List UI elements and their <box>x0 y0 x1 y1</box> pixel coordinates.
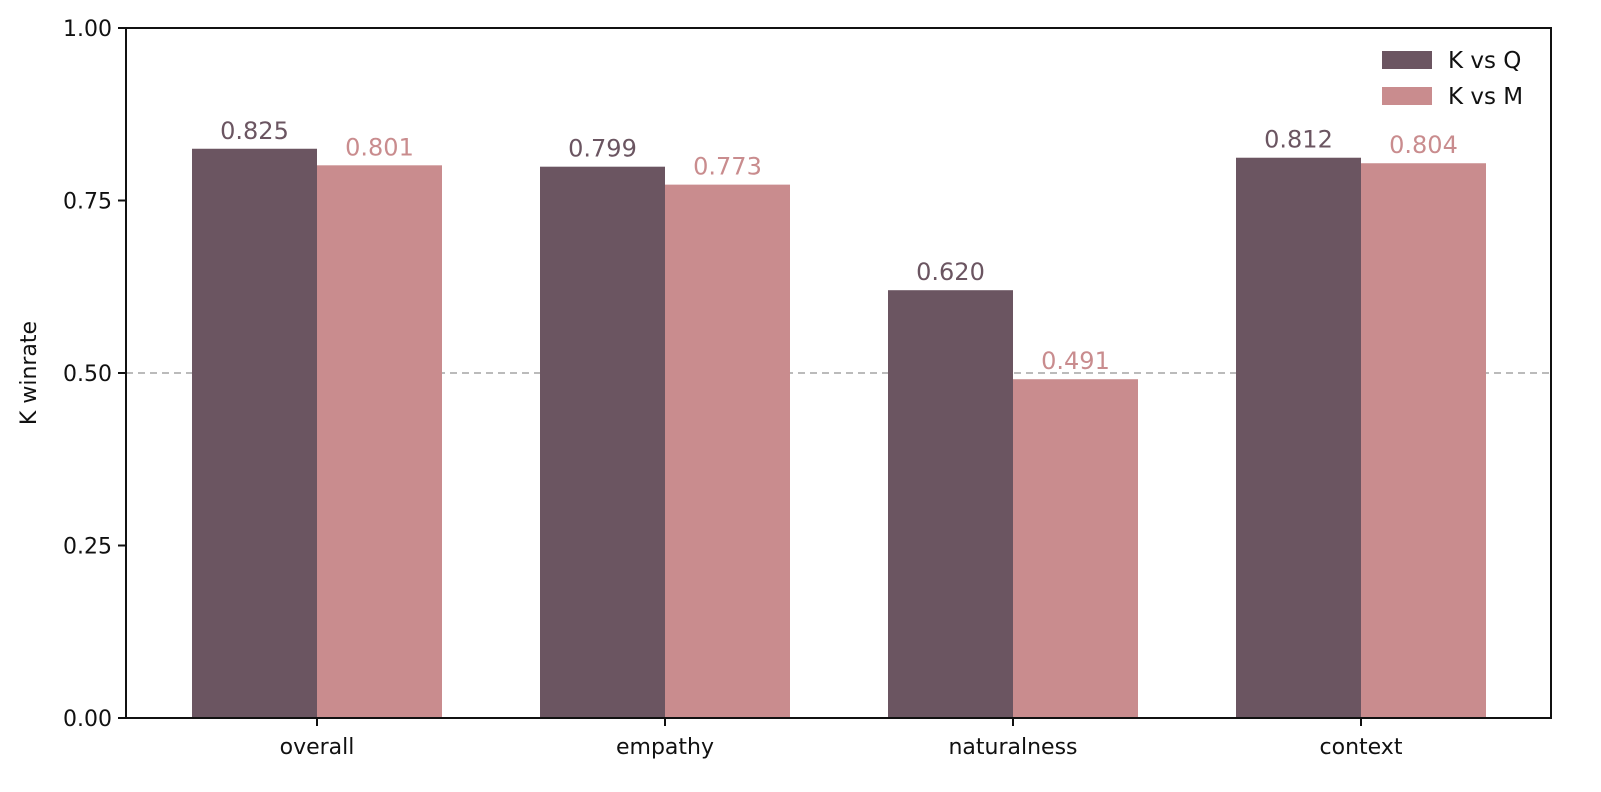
bar-value-label: 0.799 <box>568 135 637 163</box>
bar-value-label: 0.825 <box>220 117 289 145</box>
bar-empathy-series-1 <box>540 166 665 718</box>
x-tick-label: naturalness <box>948 735 1077 760</box>
bar-value-label: 0.773 <box>693 153 762 181</box>
x-tick-label: empathy <box>616 735 714 760</box>
y-tick-label: 0.75 <box>63 190 112 215</box>
bar-naturalness-series-2 <box>1013 379 1138 718</box>
legend-swatch <box>1382 51 1432 69</box>
y-axis-title: K winrate <box>17 321 42 425</box>
bar-value-label: 0.812 <box>1264 126 1333 154</box>
legend-swatch <box>1382 87 1432 105</box>
x-tick-label: overall <box>280 735 355 760</box>
bar-context-series-1 <box>1236 157 1361 719</box>
bar-naturalness-series-1 <box>888 290 1013 718</box>
y-tick-label: 1.00 <box>63 17 112 42</box>
bars <box>192 148 1486 719</box>
bar-value-label: 0.491 <box>1041 347 1110 375</box>
bar-value-label: 0.620 <box>916 258 985 286</box>
legend-label: K vs Q <box>1448 48 1521 74</box>
bar-overall-series-1 <box>192 148 317 718</box>
y-tick-label: 0.50 <box>63 362 112 387</box>
x-axis-ticks: overall empathy naturalness context <box>280 718 1403 760</box>
legend: K vs Q K vs M <box>1382 48 1523 110</box>
bar-context-series-2 <box>1361 163 1486 719</box>
y-axis-ticks: 0.00 0.25 0.50 0.75 1.00 <box>63 17 126 732</box>
bar-value-label: 0.801 <box>345 133 414 161</box>
x-tick-label: context <box>1320 735 1403 760</box>
bar-value-label: 0.804 <box>1389 131 1458 159</box>
value-labels: 0.825 0.801 0.799 0.773 0.620 0.491 0.812 0.804 <box>220 117 1458 375</box>
bar-empathy-series-2 <box>665 184 790 718</box>
plot-frame <box>125 27 1552 719</box>
y-tick-label: 0.00 <box>63 707 112 732</box>
bar-overall-series-2 <box>317 165 442 718</box>
legend-label: K vs M <box>1448 84 1523 110</box>
y-tick-label: 0.25 <box>63 535 112 560</box>
